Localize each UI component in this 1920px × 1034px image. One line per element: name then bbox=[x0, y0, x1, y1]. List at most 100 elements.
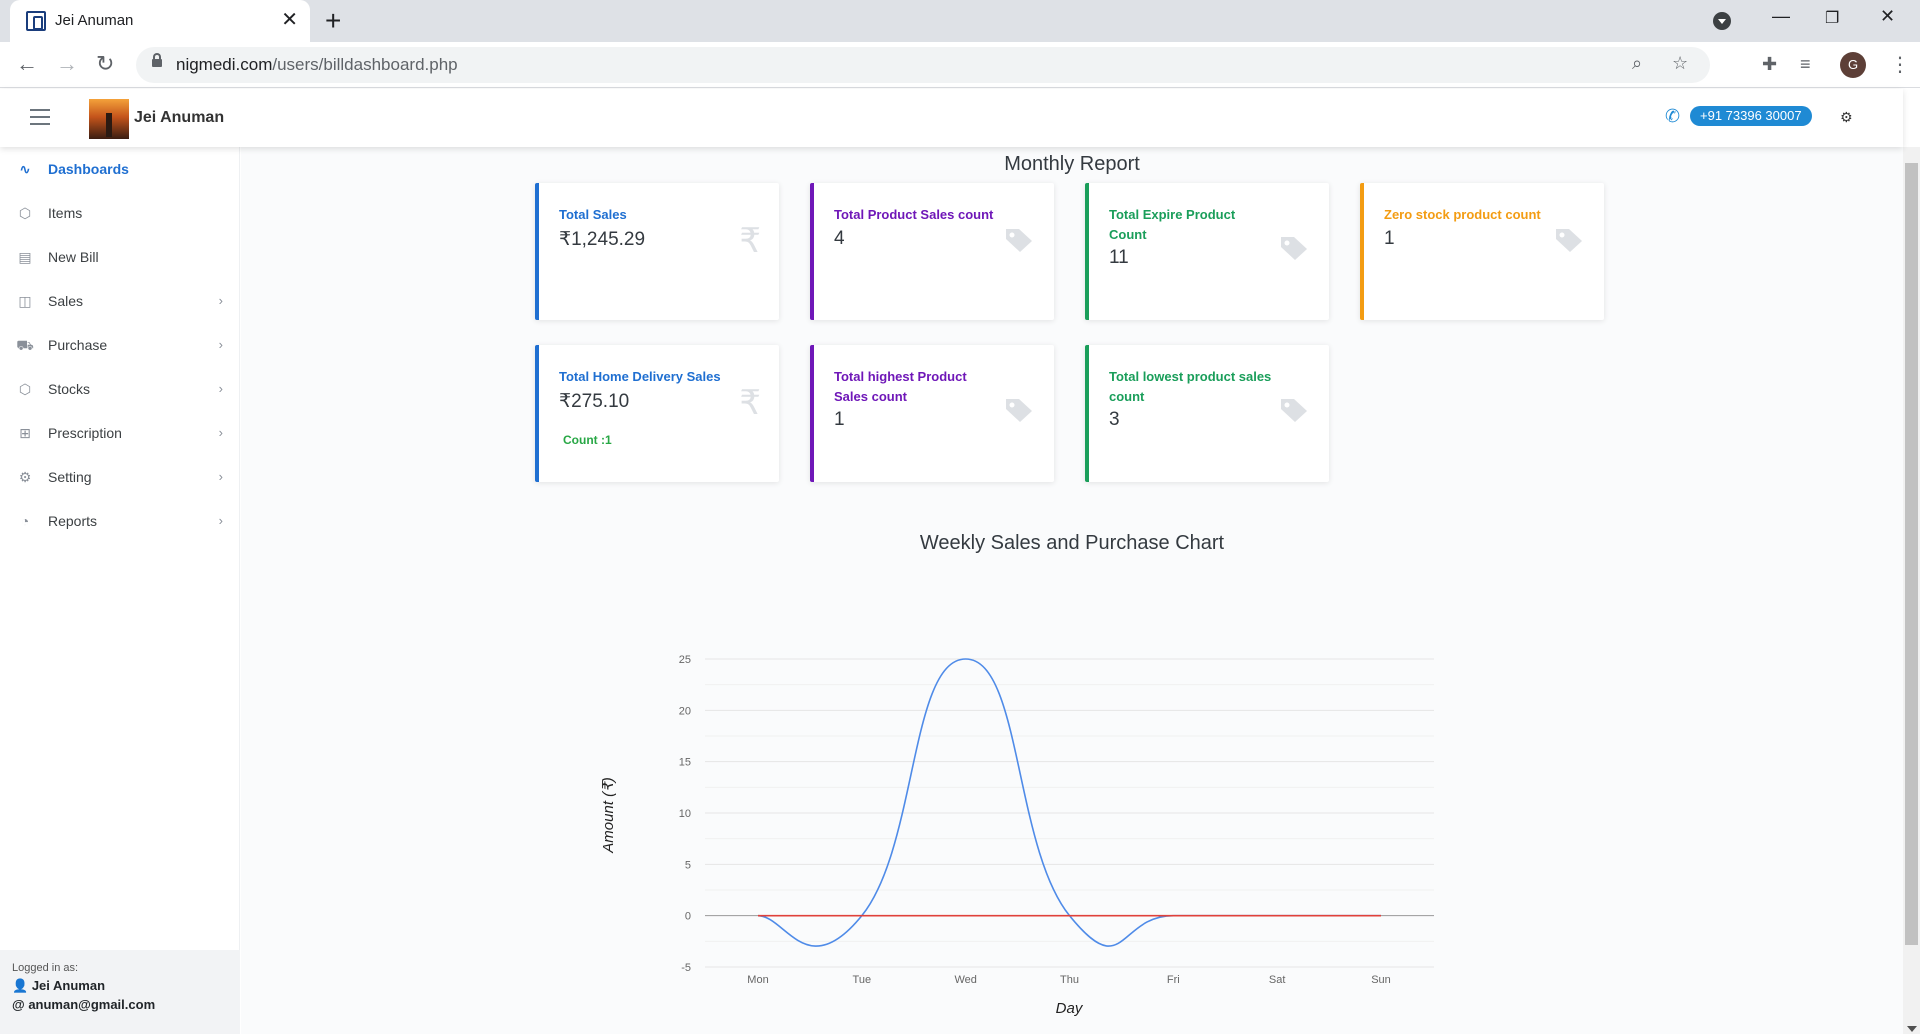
y-axis-label: Amount (₹) bbox=[600, 777, 617, 853]
x-tick-label: Wed bbox=[954, 974, 976, 986]
scroll-down-icon[interactable] bbox=[1907, 1026, 1917, 1032]
x-tick-label: Mon bbox=[747, 974, 768, 986]
sidebar-item-stocks[interactable]: ⬡ Stocks › bbox=[0, 367, 239, 411]
sidebar-item-new-bill[interactable]: ▤ New Bill bbox=[0, 235, 239, 279]
card-label: Total Product Sales count bbox=[834, 207, 994, 222]
sidebar-footer: Logged in as: 👤 Jei Anuman @ anuman@gmai… bbox=[0, 950, 240, 1034]
sidebar-item-setting[interactable]: ⚙ Setting › bbox=[0, 455, 239, 499]
new-tab-button[interactable]: + bbox=[325, 5, 342, 36]
tab-title: Jei Anuman bbox=[55, 12, 134, 29]
card-zero-stock-product-count[interactable]: Zero stock product count 1 bbox=[1360, 183, 1604, 320]
y-ticks: -5 0 5 10 15 20 25 bbox=[679, 654, 691, 974]
page-scrollbar[interactable] bbox=[1903, 147, 1920, 1034]
tag-icon bbox=[1006, 399, 1032, 422]
x-tick-label: Tue bbox=[853, 974, 872, 986]
window-close-button[interactable]: ✕ bbox=[1880, 6, 1896, 26]
card-label: Total Expire Product Count bbox=[1109, 207, 1236, 242]
rupee-icon: ₹ bbox=[739, 222, 761, 260]
cart-icon: ⛟ bbox=[16, 337, 34, 353]
plus-square-icon: ⊞ bbox=[19, 425, 31, 441]
chevron-right-icon: › bbox=[218, 293, 223, 308]
app-header: Jei Anuman ✆ +91 73396 30007 ⚙ bbox=[0, 89, 1903, 147]
x-tick-label: Thu bbox=[1060, 974, 1079, 986]
sidebar-item-reports[interactable]: ◔ Reports › bbox=[0, 499, 239, 543]
logged-in-user: 👤 Jei Anuman bbox=[12, 978, 106, 993]
chevron-right-icon: › bbox=[218, 425, 223, 440]
reload-icon[interactable]: ↻ bbox=[96, 51, 115, 76]
chevron-right-icon: › bbox=[218, 337, 223, 352]
weekly-chart: -5 0 5 10 15 20 25 Mon Tue Wed Thu Fri Sat Sun Amoun… bbox=[600, 654, 1434, 1017]
card-value: 1 bbox=[1384, 228, 1395, 249]
gear-icon: ⚙ bbox=[18, 469, 32, 485]
hamburger-icon[interactable] bbox=[30, 109, 50, 125]
y-tick-label: 15 bbox=[679, 757, 691, 769]
tag-icon bbox=[1556, 229, 1582, 252]
tab-search-icon[interactable] bbox=[1713, 12, 1731, 30]
sidebar-menu: ∿ Dashboards ⬡ Items ▤ New Bill ◫ Sales … bbox=[0, 147, 239, 543]
y-tick-label: 25 bbox=[679, 654, 691, 666]
chart-grid bbox=[705, 658, 1434, 968]
activity-icon: ∿ bbox=[19, 161, 31, 177]
sidebar-item-label: Purchase bbox=[48, 337, 108, 353]
address-bar[interactable]: nigmedi.com/users/billdashboard.php ☆ ⌕ bbox=[136, 47, 1710, 83]
card-label: Total Home Delivery Sales bbox=[559, 369, 721, 384]
report-title: Monthly Report bbox=[1004, 153, 1140, 175]
x-tick-label: Fri bbox=[1167, 974, 1180, 986]
file-icon: ▤ bbox=[18, 249, 32, 265]
sidebar-item-label: Stocks bbox=[48, 381, 91, 397]
card-total-expire-product-count[interactable]: Total Expire Product Count 11 bbox=[1085, 183, 1329, 320]
tag-icon bbox=[1281, 399, 1307, 422]
card-total-home-delivery-sales[interactable]: Total Home Delivery Sales ₹275.10 Count … bbox=[535, 345, 779, 482]
zoom-icon[interactable]: ⌕ bbox=[1632, 53, 1643, 73]
sidebar-item-sales[interactable]: ◫ Sales › bbox=[0, 279, 239, 323]
media-icon[interactable]: ≡ bbox=[1800, 54, 1811, 74]
profile-avatar[interactable]: G bbox=[1840, 52, 1866, 78]
sidebar-item-dashboards[interactable]: ∿ Dashboards bbox=[0, 147, 239, 191]
menu-icon[interactable]: ⋮ bbox=[1890, 54, 1910, 76]
y-tick-label: 10 bbox=[679, 808, 691, 820]
tag-icon bbox=[1006, 229, 1032, 252]
scroll-thumb[interactable] bbox=[1905, 163, 1918, 945]
sidebar-item-items[interactable]: ⬡ Items bbox=[0, 191, 239, 235]
sidebar-item-label: Setting bbox=[48, 469, 92, 485]
card-value: ₹1,245.29 bbox=[559, 229, 646, 250]
sidebar-item-label: Sales bbox=[48, 293, 84, 309]
card-value: 11 bbox=[1109, 247, 1129, 268]
lock-icon bbox=[152, 53, 162, 67]
chevron-right-icon: › bbox=[218, 381, 223, 396]
series-line-0 bbox=[757, 658, 1381, 947]
star-icon[interactable]: ☆ bbox=[1672, 53, 1689, 73]
logged-in-email: @ anuman@gmail.com bbox=[12, 997, 156, 1012]
chevron-right-icon: › bbox=[218, 469, 223, 484]
sidebar-item-prescription[interactable]: ⊞ Prescription › bbox=[0, 411, 239, 455]
close-icon[interactable]: ✕ bbox=[281, 9, 298, 31]
y-tick-label: 5 bbox=[685, 859, 691, 871]
x-tick-label: Sun bbox=[1371, 974, 1391, 986]
back-icon[interactable]: ← bbox=[16, 51, 38, 76]
card-total-sales[interactable]: Total Sales ₹1,245.29 ₹ bbox=[535, 183, 779, 320]
card-total-product-sales-count[interactable]: Total Product Sales count 4 bbox=[810, 183, 1054, 320]
user-settings-icon[interactable]: ⚙ bbox=[1840, 109, 1853, 125]
forward-icon[interactable]: → bbox=[56, 51, 78, 76]
x-ticks: Mon Tue Wed Thu Fri Sat Sun bbox=[747, 974, 1390, 986]
x-axis-label: Day bbox=[1056, 1000, 1084, 1017]
restore-button[interactable]: ❐ bbox=[1825, 10, 1840, 27]
phone-badge[interactable]: +91 73396 30007 bbox=[1690, 106, 1812, 126]
phone-icon: ✆ bbox=[1665, 106, 1681, 126]
rupee-icon: ₹ bbox=[739, 384, 761, 422]
sidebar-item-purchase[interactable]: ⛟ Purchase › bbox=[0, 323, 239, 367]
card-total-lowest-product-sales-count[interactable]: Total lowest product sales count 3 bbox=[1085, 345, 1329, 482]
y-tick-label: 0 bbox=[685, 911, 691, 923]
chevron-right-icon: › bbox=[218, 513, 223, 528]
brand-name: Jei Anuman bbox=[134, 109, 225, 126]
extensions-icon[interactable]: ✚ bbox=[1762, 54, 1778, 74]
url-text[interactable]: nigmedi.com/users/billdashboard.php bbox=[176, 55, 458, 74]
user-icon: 👤 bbox=[12, 978, 29, 993]
browser-tab[interactable]: Jei Anuman ✕ bbox=[10, 0, 310, 42]
minimize-button[interactable]: — bbox=[1772, 6, 1790, 26]
card-label: Total Sales bbox=[559, 207, 627, 222]
card-total-highest-product-sales-count[interactable]: Total highest Product Sales count 1 bbox=[810, 345, 1054, 482]
chart-series bbox=[757, 658, 1381, 947]
card-value: 1 bbox=[834, 409, 845, 430]
browser-tabstrip: Jei Anuman ✕ + — ❐ ✕ bbox=[0, 0, 1920, 42]
